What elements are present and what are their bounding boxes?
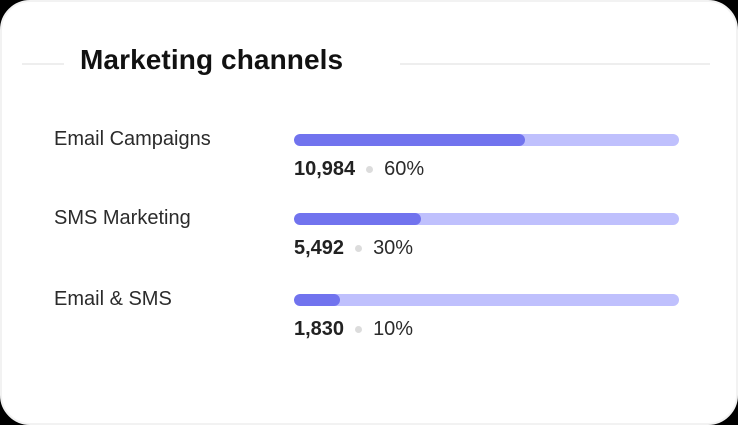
progress-fill [294,134,525,146]
progress-track [294,294,679,306]
progress-track [294,213,679,225]
header-divider-left [22,63,64,65]
channel-label: SMS Marketing [54,207,191,229]
channel-label: Email & SMS [54,288,172,310]
channel-stats: 10,984 60% [294,158,424,181]
progress-fill [294,213,422,225]
channel-stats: 5,492 30% [294,237,413,260]
channel-percent: 10% [373,318,414,340]
progress-track [294,134,679,146]
channel-count: 5,492 [294,237,345,259]
channel-percent: 60% [384,158,425,180]
separator-dot-icon [366,166,374,173]
channel-label: Email Campaigns [54,128,211,150]
separator-dot-icon [355,326,363,333]
channel-count: 1,830 [294,318,345,340]
channel-row: SMS Marketing 5,492 30% [2,207,738,267]
channel-row: Email Campaigns 10,984 60% [2,128,738,188]
card-header: Marketing channels [22,42,710,82]
separator-dot-icon [355,245,363,252]
channel-count: 10,984 [294,158,356,180]
progress-fill [294,294,341,306]
channel-row: Email & SMS 1,830 10% [2,288,738,348]
channel-stats: 1,830 10% [294,318,413,341]
card-title: Marketing channels [80,44,344,75]
header-divider-right [400,63,710,65]
channel-percent: 30% [373,237,414,259]
